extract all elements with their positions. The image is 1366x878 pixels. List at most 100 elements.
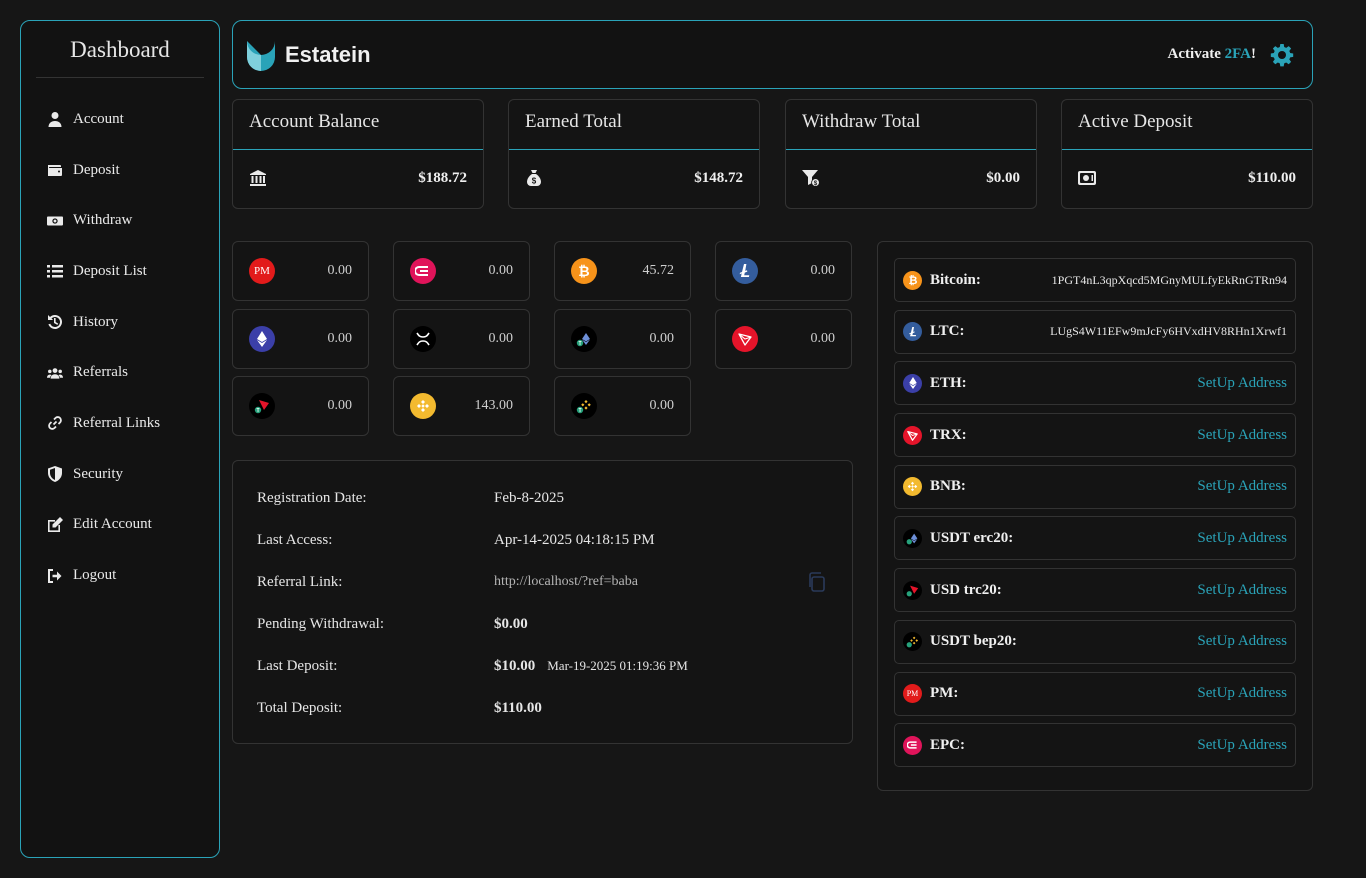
referral-link[interactable]: http://localhost/?ref=baba [494,574,638,589]
wallet-address: 1PGT4nL3qpXqcd5MGnyMULfyEkRnGTRn94 [1051,272,1287,287]
copy-icon[interactable] [806,571,828,593]
estatein-logo-icon [247,40,275,71]
coin-value: 0.00 [327,263,353,278]
coin-balance-eth: 0.00 [232,309,369,369]
wallet-row-epc: EPC: SetUp Address [894,723,1296,768]
wallet-name: ETH: [930,374,967,391]
perfect-money-icon: PM [903,684,922,703]
stat-card-withdraw-total: Withdraw Total $ $0.00 [785,99,1037,209]
info-row-pending-withdrawal: Pending Withdrawal: $0.00 [257,603,828,645]
stat-card-account-balance: Account Balance $188.72 [232,99,484,209]
info-row-total-deposit: Total Deposit: $110.00 [257,687,828,729]
setup-address-link[interactable]: SetUp Address [1197,529,1287,546]
coin-value: 0.00 [327,398,353,413]
wallet-row-eth: ETH: SetUp Address [894,361,1296,406]
coin-value: 143.00 [474,398,514,413]
sidebar-item-label: Referrals [73,364,128,381]
funnel-dollar-icon: $ [802,170,820,187]
sidebar-item-referral-links[interactable]: Referral Links [21,398,219,449]
wallet-name: EPC: [930,736,965,753]
coin-balance-ltc: 0.00 [715,241,852,301]
usdt-erc20-icon: T [571,326,597,352]
setup-address-link[interactable]: SetUp Address [1197,736,1287,753]
sidebar-item-account[interactable]: Account [21,94,219,145]
bnb-icon [410,393,436,419]
setup-address-link[interactable]: SetUp Address [1197,374,1287,391]
usdt-erc20-icon [903,528,922,548]
gear-icon[interactable] [1270,43,1294,67]
usdt-bep20-icon: T [571,393,597,419]
sidebar-item-logout[interactable]: Logout [21,550,219,601]
setup-address-link[interactable]: SetUp Address [1197,633,1287,650]
sidebar-item-edit-account[interactable]: Edit Account [21,500,219,551]
sidebar-item-withdraw[interactable]: Withdraw [21,195,219,246]
registration-date: Feb-8-2025 [494,489,564,506]
tron-icon [903,425,922,445]
coin-balance-usdt-erc20: T 0.00 [554,309,691,369]
coin-value: 0.00 [649,331,675,346]
info-label: Referral Link: [257,573,343,590]
money-bag-icon: $ [527,170,541,186]
coin-balance-pm: PM 0.00 [232,241,369,301]
bitcoin-icon: ₿ [903,270,922,290]
svg-text:T: T [578,408,581,414]
wallet-name: BNB: [930,478,966,495]
coin-balance-btc: ₿ 45.72 [554,241,691,301]
sidebar-item-label: History [73,313,118,330]
top-header: Estatein Activate 2FA! [232,20,1313,89]
sidebar-item-label: Deposit [73,161,120,178]
coin-value: 0.00 [649,398,675,413]
stat-title: Withdraw Total [786,100,1036,150]
perfect-money-icon: PM [249,258,275,284]
info-row-last-deposit: Last Deposit: $10.00 Mar-19-2025 01:19:3… [257,645,828,687]
last-deposit-amount: $10.00 [494,657,536,674]
coin-value: 0.00 [810,331,836,346]
svg-text:T: T [256,408,259,414]
sidebar-item-label: Edit Account [73,516,152,533]
sidebar-item-deposit-list[interactable]: Deposit List [21,246,219,297]
stat-title: Account Balance [233,100,483,150]
activate-2fa[interactable]: Activate 2FA! [1168,43,1294,67]
activate-2fa-link[interactable]: 2FA [1224,46,1251,62]
setup-address-link[interactable]: SetUp Address [1197,426,1287,443]
epay-icon [903,735,922,755]
coin-balance-trx: 0.00 [715,309,852,369]
info-label: Total Deposit: [257,699,343,716]
setup-address-link[interactable]: SetUp Address [1197,685,1287,701]
sidebar-item-deposit[interactable]: Deposit [21,145,219,196]
sidebar-item-security[interactable]: Security [21,449,219,500]
users-icon [46,364,64,382]
stat-value: $110.00 [1248,169,1296,186]
setup-address-link[interactable]: SetUp Address [1197,581,1287,598]
setup-address-link[interactable]: SetUp Address [1197,478,1287,495]
sidebar-item-referrals[interactable]: Referrals [21,347,219,398]
usdt-trc20-icon [903,580,922,600]
usdt-bep20-icon [903,632,922,652]
last-access: Apr-14-2025 04:18:15 PM [494,531,655,548]
wallet-name: Bitcoin: [930,271,981,288]
user-icon [46,110,64,128]
stat-value: $188.72 [418,169,467,186]
wallet-addresses-panel: ₿ Bitcoin: 1PGT4nL3qpXqcd5MGnyMULfyEkRnG… [877,241,1313,791]
sidebar-item-label: Logout [73,567,117,584]
list-icon [46,262,64,280]
info-label: Pending Withdrawal: [257,615,385,632]
brand-name: Estatein [285,41,371,67]
coin-value: 0.00 [810,263,836,278]
sidebar-item-history[interactable]: History [21,297,219,348]
bitcoin-icon: ₿ [571,258,597,284]
ethereum-icon [903,373,922,393]
pending-withdrawal: $0.00 [494,615,528,632]
wallet-name: LTC: [930,323,965,340]
info-label: Last Deposit: [257,657,338,674]
wallet-address: LUgS4W11EFw9mJcFy6HVxdHV8RHn1Xrwf1 [1050,324,1287,339]
svg-text:₿: ₿ [578,263,589,279]
info-label: Last Access: [257,531,333,548]
wallet-row-trx: TRX: SetUp Address [894,413,1296,458]
link-icon [46,414,64,432]
info-row-registration: Registration Date: Feb-8-2025 [257,477,828,519]
money-bill-icon [46,212,64,230]
wallet-row-pm: PM PM: SetUp Address [894,671,1296,716]
sidebar-nav: Account Deposit Withdraw Deposit List Hi… [21,94,219,601]
brand-logo[interactable]: Estatein [243,37,371,73]
